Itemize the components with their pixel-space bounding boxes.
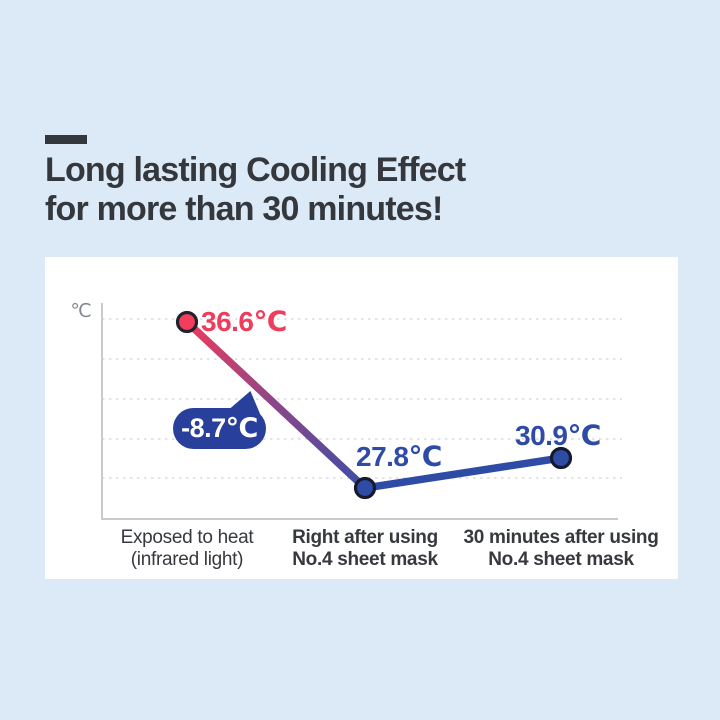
x-axis-label-1: Exposed to heat (infrared light) <box>87 527 287 571</box>
segment-hot-to-cool <box>183 318 369 492</box>
title-line-2: for more than 30 minutes! <box>45 190 443 228</box>
x-axis-label-1-line-1: Exposed to heat <box>120 527 254 548</box>
segment-cool <box>361 454 565 492</box>
point-right-after <box>353 476 377 500</box>
chart-panel: ℃ <box>45 257 678 579</box>
point-30-minutes <box>549 446 573 470</box>
point-exposed-to-heat <box>175 310 199 334</box>
line-chart <box>101 303 622 520</box>
x-axis-label-2: Right after using No.4 sheet mask <box>265 527 465 571</box>
x-axis-label-2-line-2: No.4 sheet mask <box>292 549 438 570</box>
axes <box>101 303 618 520</box>
data-label-3: 30.9℃ <box>515 420 601 451</box>
x-axis-label-1-line-2: (infrared light) <box>130 549 244 570</box>
data-label-2: 27.8℃ <box>356 441 442 472</box>
title-accent-dash <box>45 135 87 144</box>
x-axis-label-2-line-1: Right after using <box>292 527 438 548</box>
title-line-1: Long lasting Cooling Effect <box>45 151 466 189</box>
callout-badge: -8.7℃ <box>173 408 266 449</box>
y-axis-unit-label: ℃ <box>70 301 92 322</box>
x-axis-label-3: 30 minutes after using No.4 sheet mask <box>445 527 677 571</box>
data-label-1: 36.6℃ <box>201 306 287 337</box>
x-axis-label-3-line-2: No.4 sheet mask <box>488 549 634 570</box>
x-axis-label-3-line-1: 30 minutes after using <box>463 527 659 548</box>
page-title: Long lasting Cooling Effect for more tha… <box>45 151 466 229</box>
